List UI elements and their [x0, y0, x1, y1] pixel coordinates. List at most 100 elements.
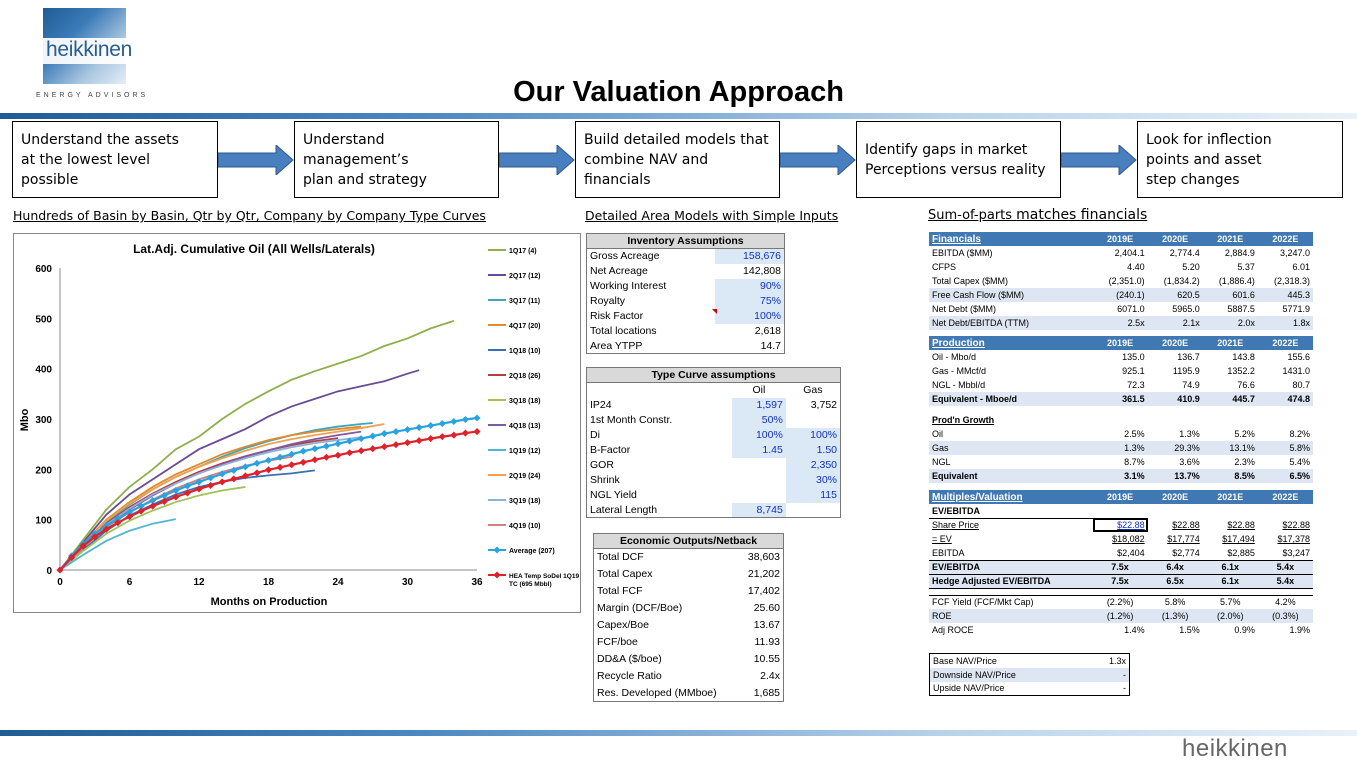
inventory-table: Inventory Assumptions Gross Acreage 158,6…: [586, 233, 785, 354]
cell: 13.1%: [1229, 443, 1255, 453]
step-3-line2: combine NAV and financials: [584, 151, 709, 188]
table-row: ROE (1.2%) (1.3%) (2.0%) (0.3%): [929, 609, 1313, 623]
tc-oil[interactable]: 100%: [731, 427, 786, 443]
tc-label: B-Factor: [590, 444, 631, 456]
series-point: [380, 443, 388, 451]
inv-value[interactable]: 100%: [715, 308, 785, 324]
tc-oil[interactable]: 8,745: [731, 502, 786, 518]
cell: $17,494: [1222, 534, 1255, 544]
row-label: Total Capex ($MM): [932, 276, 1009, 286]
tc-oil[interactable]: 1,597: [731, 397, 786, 413]
tc-gas[interactable]: 30%: [785, 472, 841, 488]
cell: 5.37: [1237, 262, 1255, 272]
series-point: [392, 441, 400, 449]
tc-gas[interactable]: 100%: [785, 427, 841, 443]
cell: (1.2%): [1106, 611, 1134, 621]
series-point: [403, 439, 412, 447]
series-point: [160, 491, 168, 500]
x-tick-label: 18: [263, 577, 275, 588]
step-1-line1: Understand the assets: [21, 131, 179, 148]
fin-title: Financials: [932, 233, 981, 245]
table-row: Total Capex 21,202: [594, 566, 784, 583]
tc-gas[interactable]: 1.50: [785, 442, 841, 458]
prod-title: Production: [932, 337, 985, 349]
series-point: [137, 502, 145, 510]
cell: 3,247.0: [1279, 248, 1310, 258]
row-label: = EV: [932, 534, 952, 544]
series-line: [59, 486, 246, 571]
table-row: Free Cash Flow ($MM) (240.1) 620.5 601.6 445…: [929, 288, 1313, 302]
year-col: 2021E: [1217, 338, 1244, 348]
econ-value: 13.67: [753, 619, 780, 631]
tc-oil[interactable]: 50%: [731, 412, 786, 428]
cell: 2.5x: [1127, 318, 1145, 328]
cell: 76.6: [1237, 380, 1255, 390]
cell: 1.8x: [1292, 318, 1310, 328]
inv-value[interactable]: 90%: [715, 278, 785, 294]
cell: 8.2%: [1289, 429, 1310, 439]
chart-xlabel: Months on Production: [211, 596, 328, 608]
cell: (240.1): [1116, 290, 1145, 300]
series-point: [438, 419, 446, 428]
legend-label: 1Q19 (12): [509, 448, 541, 455]
series-line: [59, 436, 362, 571]
cell: $22.88: [1282, 520, 1310, 530]
table-row: NGL - Mbbl/d 72.3 74.9 76.6 80.7: [929, 378, 1313, 392]
inv-label: Total locations: [590, 325, 657, 337]
tc-oil[interactable]: 1.45: [731, 442, 786, 458]
inv-value[interactable]: 75%: [715, 293, 785, 309]
brand-name: heikkinen: [46, 38, 133, 61]
series-point: [195, 478, 203, 486]
header-band: [0, 113, 1357, 119]
share-price-input[interactable]: $22.88: [1092, 518, 1148, 532]
typecurve-title: Type Curve assumptions: [586, 367, 841, 383]
cell: $18,082: [1112, 534, 1145, 544]
cell: 5.8%: [1289, 443, 1310, 453]
table-header-row: Financials 2019E 2020E 2021E 2022E: [929, 232, 1313, 246]
table-row: Equivalent 3.1% 13.7% 8.5% 6.5%: [929, 469, 1313, 483]
cell: 5.20: [1182, 262, 1200, 272]
legend-label: 2Q17 (12): [509, 273, 541, 280]
step-2-line2: plan and strategy: [303, 171, 427, 188]
inv-value[interactable]: 158,676: [715, 248, 785, 264]
inv-label: Net Acreage: [590, 265, 648, 277]
year-col: 2022E: [1272, 338, 1299, 348]
cell: 1.3%: [1124, 443, 1145, 453]
brand-logo-band: [43, 38, 126, 64]
table-row: Downside NAV/Price -: [929, 667, 1130, 682]
cell: 5.4x: [1276, 576, 1295, 586]
cell: (0.3%): [1272, 611, 1299, 621]
series-point: [137, 507, 145, 515]
cell: 3.1%: [1124, 471, 1145, 481]
econ-table: Economic Outputs/Netback Total DCF 38,603…: [593, 533, 784, 702]
row-label: Adj ROCE: [932, 625, 974, 635]
inv-label: Working Interest: [590, 280, 667, 292]
tc-label: Di: [590, 429, 600, 441]
series-point: [172, 486, 180, 495]
tc-label: IP24: [590, 399, 612, 411]
table-row: Shrink 30%: [587, 472, 841, 488]
series-point: [125, 513, 134, 521]
table-row: NGL Yield 115: [587, 487, 841, 503]
series-line: [59, 437, 339, 571]
cell: 0.9%: [1234, 625, 1255, 635]
row-label: EBITDA ($MM): [932, 248, 993, 258]
table-row: IP24 1,597 3,752: [587, 397, 841, 413]
table-row: GOR 2,350: [587, 457, 841, 473]
cell: 8.7%: [1124, 457, 1145, 467]
series-point: [230, 475, 238, 483]
cell: 6.5%: [1289, 471, 1310, 481]
tc-gas[interactable]: 115: [785, 487, 841, 503]
series-point: [415, 424, 423, 432]
table-row: Lateral Length 8,745: [587, 502, 841, 518]
inv-label: Royalty: [590, 295, 626, 307]
tc-gas[interactable]: 2,350: [785, 457, 841, 473]
row-label: Gas: [932, 443, 949, 453]
table-row: Working Interest 90%: [587, 278, 785, 294]
cell: 2.3%: [1234, 457, 1255, 467]
series-point: [276, 453, 284, 461]
econ-value: 1,685: [753, 686, 780, 699]
legend-label: 4Q18 (13): [509, 423, 541, 430]
series-line: [59, 518, 177, 571]
table-row: Oil - Mbo/d 135.0 136.7 143.8 155.6: [929, 350, 1313, 364]
